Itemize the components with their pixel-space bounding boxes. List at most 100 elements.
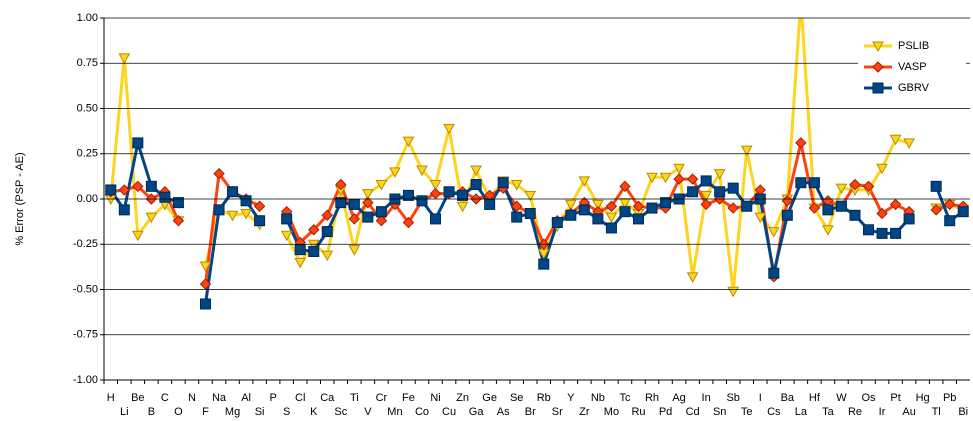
data-point bbox=[578, 176, 591, 187]
data-point bbox=[402, 216, 415, 229]
data-point bbox=[605, 200, 618, 212]
plot-area bbox=[104, 0, 970, 310]
x-tick-label: Tc bbox=[619, 392, 631, 404]
x-tick-label: Te bbox=[741, 406, 753, 418]
data-point bbox=[538, 258, 550, 270]
x-tick-label: As bbox=[497, 406, 510, 418]
data-point bbox=[132, 180, 144, 193]
data-point bbox=[565, 209, 577, 221]
x-tick-label: C bbox=[161, 392, 169, 404]
data-point bbox=[497, 177, 509, 189]
data-point bbox=[430, 213, 442, 225]
x-tick-label: Hg bbox=[916, 392, 930, 404]
data-point bbox=[767, 227, 780, 238]
x-tick-label: Ag bbox=[672, 392, 685, 404]
data-point bbox=[375, 180, 388, 191]
x-tick-label: Zn bbox=[456, 392, 469, 404]
x-tick-label: Fe bbox=[402, 392, 415, 404]
data-point bbox=[686, 272, 699, 283]
data-point bbox=[619, 180, 631, 193]
x-tick-label: Mo bbox=[604, 406, 619, 418]
data-point bbox=[132, 137, 144, 149]
data-point bbox=[741, 200, 753, 212]
x-tick-label: Se bbox=[510, 392, 523, 404]
data-point bbox=[796, 0, 806, 5]
x-tick-label: Al bbox=[241, 392, 251, 404]
data-point bbox=[443, 186, 455, 198]
x-tick-label: Br bbox=[525, 406, 536, 418]
x-tick-label: W bbox=[836, 392, 847, 404]
data-point bbox=[456, 201, 469, 213]
data-point bbox=[700, 190, 712, 202]
y-tick-label: 0.25 bbox=[77, 148, 98, 160]
data-point bbox=[511, 211, 523, 223]
series-line bbox=[109, 18, 964, 293]
data-point bbox=[795, 137, 807, 149]
data-point bbox=[740, 145, 753, 157]
x-tick-label: Sb bbox=[726, 392, 739, 404]
data-point bbox=[808, 202, 821, 214]
x-tick-label: Ba bbox=[781, 392, 795, 404]
data-point bbox=[592, 213, 604, 225]
data-point bbox=[903, 138, 915, 149]
data-point bbox=[930, 180, 942, 192]
data-point bbox=[470, 179, 482, 191]
data-point bbox=[199, 261, 212, 272]
data-point bbox=[253, 200, 266, 212]
x-tick-label: I bbox=[759, 392, 762, 404]
x-tick-label: In bbox=[702, 392, 711, 404]
data-point bbox=[118, 204, 130, 216]
data-point bbox=[362, 211, 374, 223]
data-point bbox=[619, 206, 631, 218]
x-tick-label: Ca bbox=[320, 392, 335, 404]
data-point bbox=[294, 244, 306, 256]
data-point bbox=[145, 212, 158, 224]
data-point bbox=[307, 239, 320, 251]
legend-label: VASP bbox=[898, 61, 927, 73]
data-point bbox=[781, 209, 793, 221]
data-point bbox=[889, 198, 902, 211]
data-point bbox=[172, 215, 185, 227]
data-point bbox=[281, 213, 293, 225]
data-point bbox=[713, 169, 726, 180]
data-point bbox=[510, 180, 523, 191]
data-point bbox=[362, 196, 374, 209]
data-point bbox=[660, 197, 672, 209]
x-tick-label: N bbox=[188, 392, 196, 404]
data-point bbox=[240, 208, 252, 220]
data-point bbox=[808, 177, 820, 189]
data-point bbox=[822, 225, 834, 236]
data-point bbox=[524, 207, 536, 219]
x-tick-label: O bbox=[174, 406, 183, 418]
data-point bbox=[727, 286, 740, 298]
data-point bbox=[348, 198, 360, 210]
data-point bbox=[890, 227, 902, 239]
data-point bbox=[402, 189, 414, 201]
data-point bbox=[714, 186, 726, 198]
x-tick-label: Si bbox=[255, 406, 265, 418]
data-point bbox=[863, 224, 875, 236]
data-point bbox=[754, 212, 767, 224]
data-point bbox=[822, 204, 834, 216]
data-point bbox=[429, 187, 442, 200]
data-point bbox=[605, 212, 618, 224]
data-point bbox=[213, 167, 225, 180]
data-point bbox=[145, 180, 157, 192]
x-tick-label: Be bbox=[131, 392, 144, 404]
y-tick-label: 0.00 bbox=[77, 193, 98, 205]
y-tick-label: -0.75 bbox=[73, 329, 98, 341]
data-point bbox=[876, 227, 888, 239]
data-point bbox=[321, 209, 333, 221]
x-tick-label: Ru bbox=[631, 406, 645, 418]
data-point bbox=[227, 186, 239, 198]
data-point bbox=[105, 184, 117, 196]
data-point bbox=[957, 206, 969, 218]
x-tick-label: Cs bbox=[767, 406, 781, 418]
data-point bbox=[646, 202, 658, 214]
data-point bbox=[321, 226, 333, 238]
y-tick-label: -0.50 bbox=[73, 283, 98, 295]
x-tick-label: Ta bbox=[822, 406, 835, 418]
data-point bbox=[646, 172, 658, 184]
x-tick-label: P bbox=[269, 392, 276, 404]
data-point bbox=[416, 195, 428, 207]
